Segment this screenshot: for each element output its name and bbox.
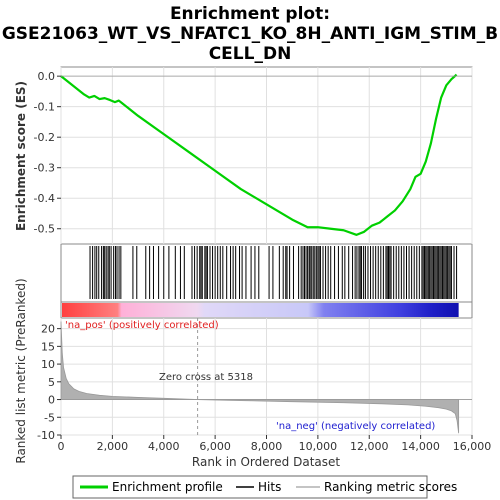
metric-y-tick-label-1: 15 xyxy=(41,340,55,353)
es-y-axis: 0.0 -0.1 -0.2 -0.3 -0.4 -0.5 xyxy=(34,70,61,236)
chart-title-line-3: CELL_DN xyxy=(209,44,292,64)
x-tick-label-1: 2,000 xyxy=(97,440,129,453)
legend-metric-label: Ranking metric scores xyxy=(324,480,457,494)
metric-y-axis-label: Ranked list metric (PreRanked) xyxy=(14,278,28,463)
metric-y-tick-label-6: -10 xyxy=(37,429,55,442)
hits-panel xyxy=(60,243,473,303)
es-y-tick-label-4: -0.4 xyxy=(34,192,55,205)
x-tick-label-2: 4,000 xyxy=(148,440,180,453)
x-tick-label-4: 8,000 xyxy=(251,440,283,453)
x-tick-label-3: 6,000 xyxy=(199,440,231,453)
metric-y-tick-label-3: 5 xyxy=(48,376,55,389)
x-tick-label-7: 14,000 xyxy=(401,440,440,453)
metric-series xyxy=(60,318,472,435)
x-tick-label-5: 10,000 xyxy=(299,440,338,453)
es-gridlines xyxy=(60,67,473,244)
es-y-tick-label-3: -0.3 xyxy=(34,162,55,175)
es-y-tick-label-5: -0.5 xyxy=(34,223,55,236)
metric-y-axis: 20 15 10 5 0 -5 -10 xyxy=(37,323,61,442)
es-y-axis-label: Enrichment score (ES) xyxy=(14,81,28,231)
es-y-tick-label-0: 0.0 xyxy=(38,70,56,83)
x-tick-label-8: 16,000 xyxy=(453,440,492,453)
rank-color-bar xyxy=(62,303,459,317)
metric-y-tick-label-4: 0 xyxy=(48,394,55,407)
zero-cross-label: Zero cross at 5318 xyxy=(159,372,253,383)
chart-title-line-2: GSE21063_WT_VS_NFATC1_KO_8H_ANTI_IGM_STI… xyxy=(2,24,498,44)
legend-es-label: Enrichment profile xyxy=(112,480,223,494)
na-neg-label: 'na_neg' (negatively correlated) xyxy=(276,421,435,432)
metric-y-tick-label-2: 10 xyxy=(41,358,55,371)
metric-gridlines xyxy=(60,318,473,436)
es-series xyxy=(60,73,472,236)
x-tick-label-6: 12,000 xyxy=(350,440,389,453)
es-y-tick-label-2: -0.2 xyxy=(34,131,55,144)
es-line xyxy=(60,73,458,236)
legend-hits-label: Hits xyxy=(258,480,281,494)
chart-title-line-1: Enrichment plot: xyxy=(170,4,330,24)
hit-marks xyxy=(89,246,458,299)
x-axis-label: Rank in Ordered Dataset xyxy=(192,455,340,469)
na-pos-label: 'na_pos' (positively correlated) xyxy=(65,320,219,331)
metric-y-tick-label-0: 20 xyxy=(41,323,55,336)
metric-y-tick-label-5: -5 xyxy=(44,411,55,424)
es-y-tick-label-1: -0.1 xyxy=(34,101,55,114)
x-axis: 0 2,000 4,000 6,000 8,000 10,000 12,000 14,000 1… xyxy=(58,435,492,453)
x-tick-label-0: 0 xyxy=(58,440,65,453)
metric-area xyxy=(60,321,460,434)
